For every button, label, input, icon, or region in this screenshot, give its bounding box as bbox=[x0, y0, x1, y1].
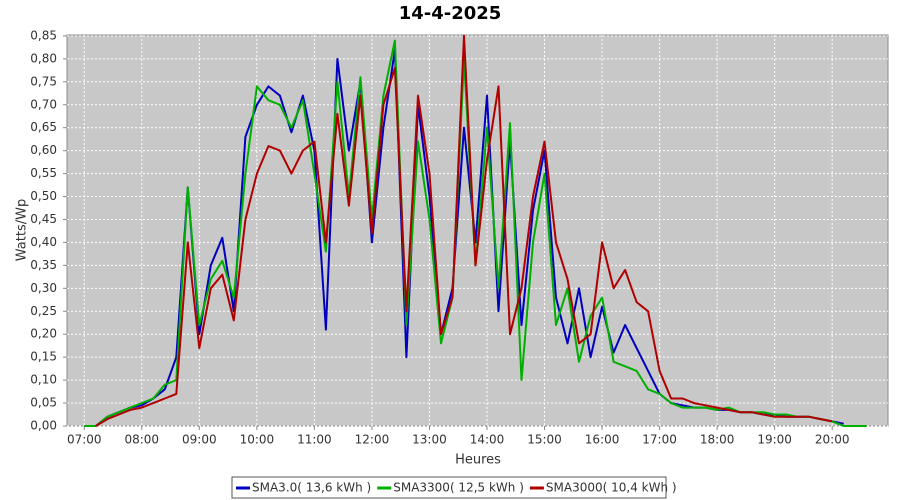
series-line bbox=[95, 34, 833, 427]
legend-label: SMA3300( 12,5 kWh ) bbox=[393, 481, 524, 495]
x-tick-label: 17:00 bbox=[642, 433, 677, 447]
y-tick-label: 0,65 bbox=[30, 120, 57, 134]
x-tick-label: 16:00 bbox=[585, 433, 620, 447]
y-axis-label: Watts/Wp bbox=[15, 199, 30, 261]
y-tick-label: 0,60 bbox=[30, 143, 57, 157]
y-tick-label: 0,85 bbox=[30, 28, 57, 42]
y-tick-label: 0,80 bbox=[30, 51, 57, 65]
x-tick-label: 09:00 bbox=[182, 433, 217, 447]
x-tick-label: 15:00 bbox=[527, 433, 562, 447]
legend-label: SMA3.0( 13,6 kWh ) bbox=[252, 481, 371, 495]
x-tick-label: 12:00 bbox=[355, 433, 390, 447]
y-tick-label: 0,15 bbox=[30, 350, 57, 364]
chart-title: 14-4-2025 bbox=[399, 3, 502, 24]
y-tick-label: 0,25 bbox=[30, 304, 57, 318]
legend-box bbox=[231, 476, 667, 499]
x-tick-label: 11:00 bbox=[297, 433, 332, 447]
x-tick-label: 19:00 bbox=[757, 433, 792, 447]
y-tick-label: 0,75 bbox=[30, 74, 57, 88]
y-tick-label: 0,00 bbox=[30, 419, 57, 433]
y-tick-label: 0,70 bbox=[30, 97, 57, 111]
y-tick-label: 0,45 bbox=[30, 212, 57, 226]
x-tick-label: 20:00 bbox=[815, 433, 850, 447]
y-tick-label: 0,40 bbox=[30, 235, 57, 249]
x-tick-label: 13:00 bbox=[412, 433, 447, 447]
x-tick-label: 14:00 bbox=[470, 433, 505, 447]
y-tick-label: 0,05 bbox=[30, 396, 57, 410]
x-tick-label: 08:00 bbox=[124, 433, 159, 447]
x-axis-label: Heures bbox=[455, 453, 501, 468]
y-tick-label: 0,55 bbox=[30, 166, 57, 180]
y-tick-label: 0,50 bbox=[30, 189, 57, 203]
legend-label: SMA3000( 10,4 kWh ) bbox=[546, 481, 677, 495]
x-tick-label: 07:00 bbox=[67, 433, 102, 447]
y-tick-label: 0,30 bbox=[30, 281, 57, 295]
y-tick-label: 0,10 bbox=[30, 373, 57, 387]
x-tick-label: 18:00 bbox=[700, 433, 735, 447]
y-tick-label: 0,35 bbox=[30, 258, 57, 272]
x-tick-label: 10:00 bbox=[240, 433, 275, 447]
y-tick-label: 0,20 bbox=[30, 327, 57, 341]
